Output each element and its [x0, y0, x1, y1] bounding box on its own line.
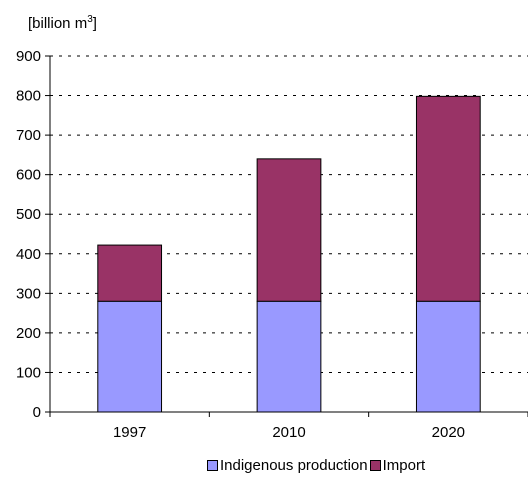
legend: Indigenous production Import [207, 457, 427, 474]
y-axis-label-exponent: 3 [87, 14, 93, 25]
y-tick-label-400: 400 [16, 246, 41, 263]
bar-1997-indigenous-production [97, 300, 163, 413]
y-axis-label: [billion m3] [28, 14, 97, 32]
y-tick-label-0: 0 [33, 404, 41, 421]
x-tick-label-1997: 1997 [113, 424, 146, 441]
y-tick-label-900: 900 [16, 48, 41, 65]
legend-swatch-indigenous-production [207, 460, 218, 471]
legend-item-indigenous-production: Indigenous production [207, 457, 368, 474]
y-tick-label-500: 500 [16, 206, 41, 223]
legend-label-indigenous-production: Indigenous production [220, 457, 368, 474]
y-tick-label-800: 800 [16, 88, 41, 105]
y-axis-label-prefix: [billion m [28, 15, 88, 32]
y-axis-label-suffix: ] [92, 15, 97, 32]
y-tick-label-100: 100 [16, 364, 41, 381]
bar-2010-indigenous-production [256, 300, 322, 413]
bar-2020-import [415, 95, 481, 302]
bar-2020-indigenous-production [415, 300, 481, 413]
legend-label-import: Import [382, 457, 426, 474]
bar-1997-import [97, 244, 163, 302]
y-tick-label-300: 300 [16, 285, 41, 302]
y-tick-label-200: 200 [16, 325, 41, 342]
y-tick-label-700: 700 [16, 127, 41, 144]
legend-swatch-import [369, 460, 381, 471]
bar-2010-import [256, 158, 322, 302]
legend-item-import: Import [369, 457, 426, 474]
x-tick-label-2010: 2010 [272, 424, 305, 441]
x-tick-label-2020: 2020 [432, 424, 465, 441]
y-tick-label-600: 600 [16, 167, 41, 184]
